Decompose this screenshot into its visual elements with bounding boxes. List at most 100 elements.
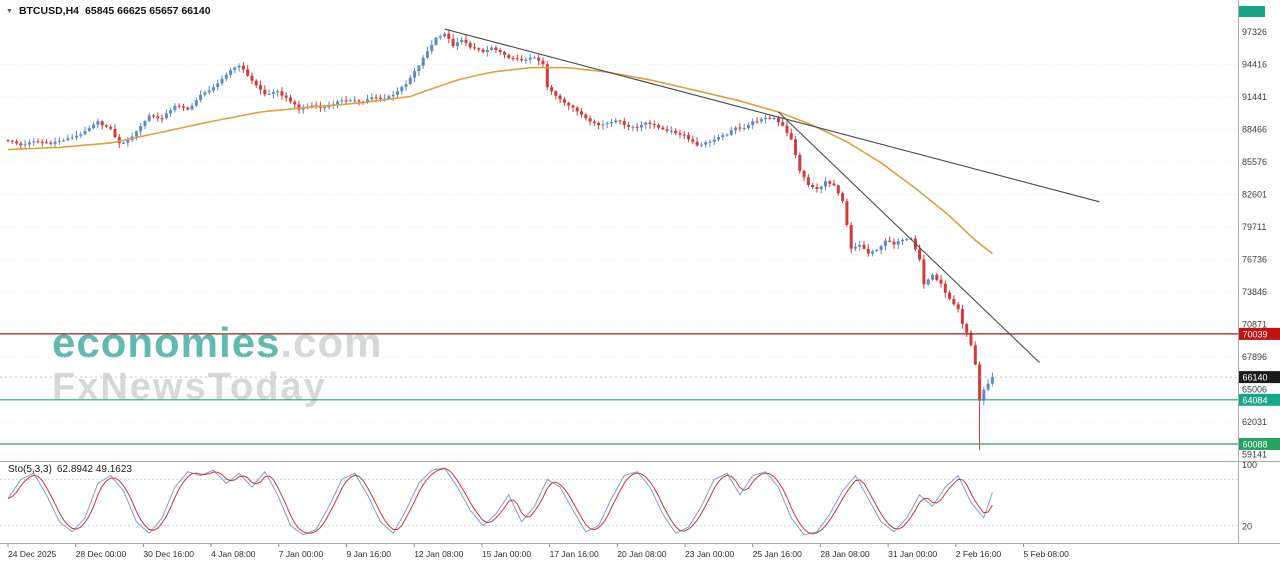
candle-body <box>503 52 506 55</box>
candle-body <box>327 106 331 108</box>
candle-body <box>400 86 404 92</box>
candle-body <box>378 97 382 99</box>
candle-body <box>421 57 425 66</box>
candle-body <box>665 129 669 131</box>
candle-body <box>199 94 203 101</box>
candle-body <box>948 292 952 299</box>
candle-body <box>794 139 797 155</box>
candle-body <box>301 108 305 110</box>
time-tick-label: 4 Jan 08:00 <box>211 549 256 559</box>
candle-body <box>186 107 190 110</box>
candle-body <box>965 323 969 333</box>
price-label-70039: 70039 <box>1239 327 1280 340</box>
candle-body <box>888 240 892 242</box>
price-tick-label: 88466 <box>1242 125 1267 135</box>
candle-body <box>207 90 211 93</box>
candle-body <box>211 87 215 91</box>
candle-body <box>438 36 442 38</box>
candle-body <box>348 100 352 102</box>
candle-body <box>169 110 173 114</box>
candle-body <box>344 100 348 102</box>
candle-body <box>182 106 185 108</box>
candle-body <box>562 99 566 103</box>
candle-body <box>494 47 498 51</box>
symbol-header: ▼ BTCUSD,H4 65845 66625 65657 66140 <box>6 5 211 17</box>
candle-body <box>62 140 66 142</box>
trendline-2[interactable] <box>778 111 1040 363</box>
time-tick-label: 12 Jan 08:00 <box>414 549 463 559</box>
candle-body <box>943 283 947 293</box>
candle-body <box>973 345 977 365</box>
candle-body <box>588 118 592 122</box>
candle-body <box>815 187 819 189</box>
candle-body <box>708 141 712 143</box>
candle-body <box>828 181 832 184</box>
candle-body <box>520 58 524 61</box>
price-label-60088: 60088 <box>1239 438 1280 450</box>
candle-body <box>443 33 447 37</box>
price-tick-label: 67896 <box>1242 352 1267 362</box>
candle-body <box>960 309 964 324</box>
trendline-1[interactable] <box>444 28 1100 203</box>
candle-body <box>746 124 750 128</box>
candle-body <box>990 377 994 384</box>
candle-body <box>532 57 536 59</box>
sto-axis-100: 100 <box>1242 460 1257 470</box>
svg-text:66140: 66140 <box>1243 373 1268 383</box>
candle-body <box>455 42 459 47</box>
candle-body <box>781 122 785 126</box>
candle-body <box>366 99 369 102</box>
candle-body <box>23 144 27 146</box>
candle-body <box>190 105 194 110</box>
candle-body <box>507 54 511 58</box>
candle-body <box>447 33 451 39</box>
candle-body <box>229 70 233 75</box>
candle-body <box>657 124 661 128</box>
candle-body <box>892 241 896 245</box>
price-tick-label: 62031 <box>1242 417 1267 427</box>
candle-body <box>922 259 926 285</box>
candle-body <box>956 304 960 310</box>
candle-body <box>87 128 91 131</box>
candle-body <box>92 124 96 129</box>
candle-body <box>580 111 583 115</box>
candle-body <box>918 249 922 260</box>
candlestick-series <box>6 29 994 450</box>
candle-body <box>134 131 138 137</box>
candle-body <box>652 124 656 125</box>
ma-line[interactable] <box>7 66 993 255</box>
candle-body <box>866 248 870 254</box>
candle-body <box>370 97 374 100</box>
candle-body <box>545 64 549 88</box>
candle-body <box>310 105 314 107</box>
candle-body <box>203 92 207 95</box>
price-label-64084: 64084 <box>1239 393 1280 406</box>
candle-body <box>280 91 284 96</box>
candle-body <box>430 44 434 52</box>
candle-body <box>661 127 665 130</box>
candle-body <box>858 244 862 247</box>
candle-body <box>83 131 87 135</box>
symbol-dropdown-icon[interactable]: ▼ <box>6 7 13 15</box>
candle-body <box>173 105 177 111</box>
candle-body <box>139 126 143 132</box>
candle-body <box>806 177 810 185</box>
candle-body <box>926 279 930 285</box>
sto-signal-line <box>7 468 993 535</box>
candle-body <box>113 128 117 138</box>
candle-body <box>584 114 588 119</box>
candle-body <box>969 332 973 346</box>
candle-body <box>725 134 729 136</box>
price-tick-label: 59141 <box>1242 450 1267 460</box>
price-tick-label: 85576 <box>1242 157 1267 167</box>
candle-body <box>267 93 271 95</box>
candle-body <box>160 118 164 120</box>
candle-body <box>336 101 340 105</box>
candle-body <box>734 127 738 131</box>
candle-body <box>490 47 494 50</box>
candle-body <box>32 141 36 143</box>
candle-body <box>601 124 605 126</box>
indicator-name: Sto(5,3,3) <box>8 464 52 475</box>
